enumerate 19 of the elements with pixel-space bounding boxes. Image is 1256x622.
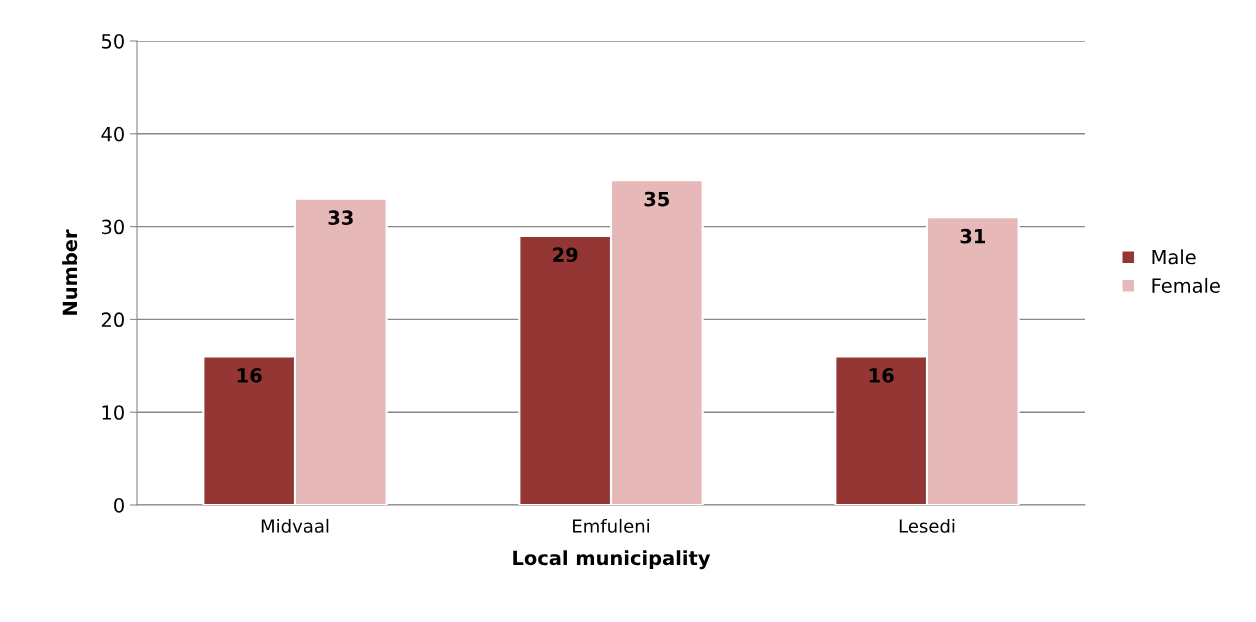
x-axis-title: Local municipality xyxy=(513,550,711,570)
y-tick-label: 30 xyxy=(101,219,124,235)
data-label: 29 xyxy=(553,247,578,263)
y-tick-label: 50 xyxy=(101,33,124,49)
x-tick-label: Emfuleni xyxy=(573,518,649,533)
y-tick-label: 10 xyxy=(102,405,124,420)
data-label: 31 xyxy=(960,228,986,244)
legend-label: Male xyxy=(1152,249,1196,265)
legend-label: Female xyxy=(1152,277,1220,293)
x-tick-label: Midvaal xyxy=(261,518,329,533)
data-label: 35 xyxy=(644,191,669,207)
y-tick-label: 0 xyxy=(114,497,124,513)
x-tick-label: Lesedi xyxy=(899,518,955,533)
y-tick-label: 20 xyxy=(101,312,124,328)
data-label: 33 xyxy=(328,210,353,225)
data-label: 16 xyxy=(237,368,262,383)
y-axis-title: Number xyxy=(62,229,78,315)
y-tick-label: 40 xyxy=(101,126,124,142)
data-label: 16 xyxy=(869,368,894,383)
